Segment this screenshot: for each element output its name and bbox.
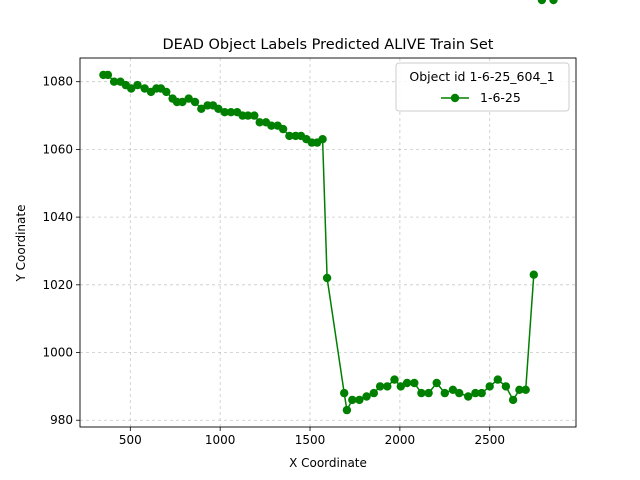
y-tick-label: 1080 — [42, 75, 73, 89]
data-point — [178, 97, 187, 107]
data-point — [140, 84, 149, 93]
data-point — [197, 104, 206, 114]
data-point — [390, 375, 399, 384]
data-point — [220, 108, 229, 117]
y-tick-label: 1040 — [42, 210, 73, 224]
data-point — [162, 87, 171, 97]
data-point — [318, 135, 327, 144]
data-point — [440, 388, 449, 398]
data-point — [184, 94, 193, 103]
data-point — [508, 395, 518, 405]
data-point — [250, 111, 259, 120]
data-point — [226, 108, 236, 117]
y-axis: 980 1000 1020 1040 1060 1080 — [42, 75, 80, 427]
data-point — [267, 121, 276, 130]
data-point — [348, 395, 357, 405]
data-point — [417, 388, 426, 398]
data-point — [537, 0, 547, 5]
grid — [80, 58, 576, 427]
data-point — [424, 388, 433, 398]
y-tick-label: 1000 — [42, 346, 73, 360]
data-point — [448, 385, 458, 394]
chart-title: DEAD Object Labels Predicted ALIVE Train… — [163, 37, 494, 53]
x-tick-label: 1500 — [295, 433, 326, 447]
legend-title: Object id 1-6-25_604_1 — [409, 69, 554, 84]
series-layer — [99, 0, 558, 415]
data-point — [464, 392, 473, 401]
data-point — [340, 388, 349, 398]
data-point — [190, 97, 200, 107]
y-tick-label: 1060 — [42, 142, 73, 156]
data-point — [133, 80, 142, 90]
plot-frame — [79, 57, 577, 428]
data-point — [529, 270, 538, 279]
data-point — [369, 388, 378, 398]
x-tick-label: 500 — [119, 433, 142, 447]
x-tick-label: 1000 — [205, 433, 236, 447]
data-point — [471, 388, 480, 398]
data-point — [322, 273, 332, 283]
data-point — [485, 382, 494, 391]
data-point — [432, 378, 441, 388]
data-point — [455, 388, 464, 398]
data-point — [355, 395, 364, 405]
data-point — [515, 385, 524, 394]
x-axis: 500 1000 1500 2000 2500 — [119, 427, 505, 447]
y-tick-label: 980 — [50, 413, 73, 427]
legend-box — [395, 62, 570, 112]
data-point — [103, 70, 113, 80]
data-point — [410, 378, 419, 388]
legend-marker-swatch — [450, 93, 460, 103]
data-point — [549, 0, 558, 5]
y-axis-label: Y Coordinate — [14, 205, 28, 283]
data-point — [477, 388, 486, 398]
data-point — [396, 382, 405, 391]
x-axis-label: X Coordinate — [289, 456, 367, 470]
data-point — [342, 405, 352, 415]
data-point — [493, 375, 502, 384]
data-point — [214, 104, 223, 114]
data-point — [501, 382, 511, 391]
data-point — [285, 131, 294, 141]
y-tick-label: 1020 — [42, 278, 73, 292]
data-point — [383, 382, 392, 391]
x-tick-label: 2500 — [474, 433, 505, 447]
data-point — [402, 378, 412, 388]
legend: Object id 1-6-25_604_1 1-6-25 — [395, 62, 570, 112]
data-point — [278, 124, 288, 134]
x-tick-label: 2000 — [385, 433, 416, 447]
data-point — [362, 392, 371, 401]
data-point — [109, 77, 119, 86]
data-point — [521, 385, 530, 394]
legend-entry-label: 1-6-25 — [480, 90, 521, 105]
data-point — [255, 118, 264, 127]
data-point — [243, 111, 253, 120]
data-point — [375, 382, 385, 391]
data-point — [127, 84, 136, 93]
